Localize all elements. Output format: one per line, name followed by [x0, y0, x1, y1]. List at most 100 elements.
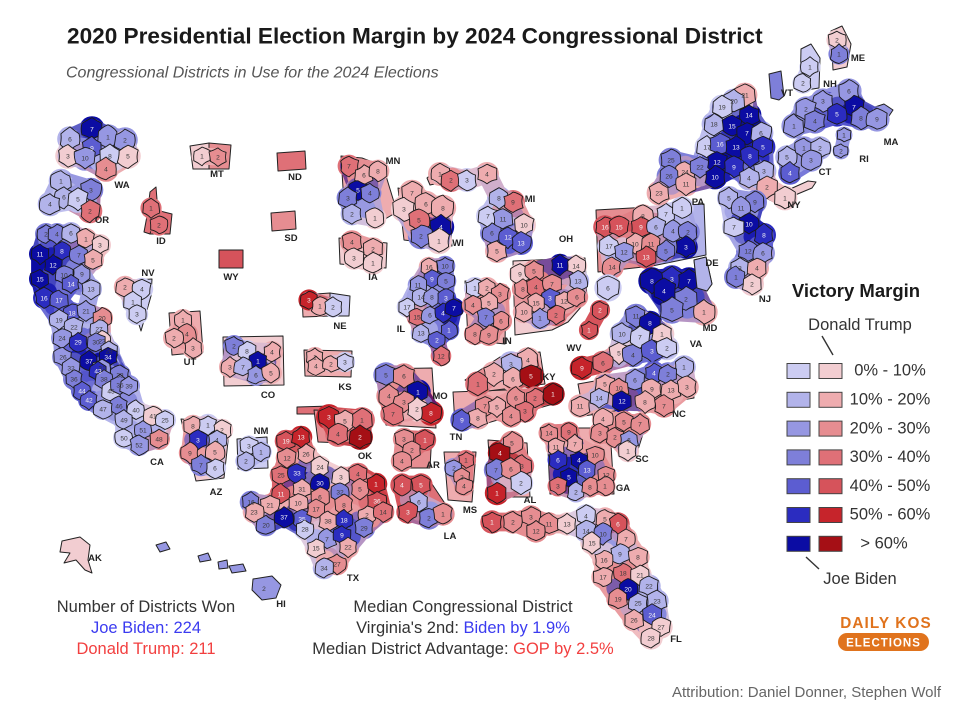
- svg-text:8: 8: [441, 205, 445, 212]
- svg-text:2: 2: [449, 177, 453, 184]
- svg-text:10: 10: [711, 174, 719, 181]
- svg-text:7: 7: [90, 126, 94, 133]
- svg-text:17: 17: [703, 144, 711, 151]
- svg-text:MI: MI: [525, 194, 536, 205]
- svg-text:1: 1: [106, 134, 110, 141]
- svg-text:1: 1: [200, 153, 204, 160]
- svg-text:NV: NV: [141, 268, 155, 279]
- svg-text:14: 14: [417, 294, 425, 301]
- svg-text:LA: LA: [444, 531, 457, 542]
- svg-text:4: 4: [215, 437, 219, 444]
- svg-text:31: 31: [298, 486, 306, 493]
- svg-text:3: 3: [406, 509, 410, 516]
- svg-text:37: 37: [85, 358, 93, 365]
- svg-text:7: 7: [573, 441, 577, 448]
- svg-text:9: 9: [188, 450, 192, 457]
- svg-text:29: 29: [360, 525, 368, 532]
- svg-text:30: 30: [92, 339, 100, 346]
- svg-text:1: 1: [587, 327, 591, 334]
- svg-text:9: 9: [580, 365, 584, 372]
- svg-text:1: 1: [256, 358, 260, 365]
- svg-text:7: 7: [486, 213, 490, 220]
- svg-text:4: 4: [662, 288, 666, 295]
- svg-text:SC: SC: [635, 454, 648, 465]
- svg-text:2: 2: [220, 427, 224, 434]
- svg-text:6: 6: [402, 373, 406, 380]
- svg-text:19: 19: [55, 317, 63, 324]
- svg-text:NE: NE: [333, 321, 346, 332]
- svg-text:14: 14: [608, 264, 616, 271]
- svg-text:2: 2: [485, 285, 489, 292]
- svg-text:12: 12: [618, 398, 626, 405]
- svg-text:9: 9: [567, 429, 571, 436]
- svg-text:9: 9: [753, 199, 757, 206]
- svg-text:1: 1: [84, 236, 88, 243]
- svg-text:4: 4: [755, 265, 759, 272]
- svg-text:4: 4: [314, 363, 318, 370]
- svg-text:8: 8: [430, 294, 434, 301]
- svg-text:2: 2: [666, 371, 670, 378]
- svg-text:47: 47: [99, 406, 107, 413]
- svg-text:3: 3: [228, 364, 232, 371]
- svg-text:3: 3: [685, 384, 689, 391]
- svg-text:2: 2: [123, 137, 127, 144]
- svg-text:38: 38: [324, 518, 332, 525]
- svg-text:2: 2: [371, 246, 375, 253]
- svg-text:MD: MD: [703, 323, 718, 334]
- svg-text:4: 4: [48, 201, 52, 208]
- svg-text:13: 13: [583, 467, 591, 474]
- svg-text:34: 34: [320, 565, 328, 572]
- svg-text:4: 4: [400, 458, 404, 465]
- svg-text:15: 15: [36, 276, 44, 283]
- svg-text:15: 15: [312, 545, 320, 552]
- svg-text:4: 4: [498, 450, 502, 457]
- svg-text:2: 2: [519, 480, 523, 487]
- svg-text:5: 5: [529, 373, 533, 380]
- svg-text:3: 3: [89, 187, 93, 194]
- svg-text:OH: OH: [559, 234, 573, 245]
- svg-text:8: 8: [636, 554, 640, 561]
- svg-text:5: 5: [76, 196, 80, 203]
- svg-text:9: 9: [487, 332, 491, 339]
- svg-text:9: 9: [639, 224, 643, 231]
- svg-text:11: 11: [683, 181, 690, 188]
- svg-text:12: 12: [602, 472, 610, 479]
- svg-text:8: 8: [245, 348, 249, 355]
- svg-text:7: 7: [410, 190, 414, 197]
- svg-text:WV: WV: [566, 343, 582, 354]
- svg-text:2: 2: [350, 211, 354, 218]
- svg-text:1: 1: [802, 145, 806, 152]
- svg-text:5: 5: [91, 257, 95, 264]
- svg-text:5: 5: [419, 482, 423, 489]
- svg-text:11: 11: [553, 444, 560, 451]
- svg-text:18: 18: [710, 121, 718, 128]
- svg-text:4: 4: [462, 483, 466, 490]
- svg-text:7: 7: [550, 281, 554, 288]
- svg-text:20% - 30%: 20% - 30%: [850, 419, 931, 437]
- svg-text:28: 28: [647, 635, 655, 642]
- svg-text:3: 3: [339, 474, 343, 481]
- svg-text:27: 27: [657, 624, 665, 631]
- svg-text:6: 6: [318, 494, 322, 501]
- svg-text:1: 1: [538, 315, 542, 322]
- svg-text:13: 13: [297, 434, 305, 441]
- svg-text:2: 2: [172, 335, 176, 342]
- svg-text:18: 18: [619, 570, 627, 577]
- svg-text:24: 24: [648, 612, 656, 619]
- svg-text:10: 10: [60, 272, 68, 279]
- svg-text:1: 1: [626, 448, 630, 455]
- svg-text:5: 5: [495, 248, 499, 255]
- svg-text:23: 23: [98, 338, 106, 345]
- svg-text:7: 7: [638, 421, 642, 428]
- svg-text:CO: CO: [261, 390, 275, 401]
- svg-text:1: 1: [259, 449, 263, 456]
- svg-text:2: 2: [511, 519, 515, 526]
- svg-text:33: 33: [293, 470, 301, 477]
- svg-text:6: 6: [627, 437, 631, 444]
- svg-text:2: 2: [365, 512, 369, 519]
- svg-text:1: 1: [490, 519, 494, 526]
- svg-text:8: 8: [648, 320, 652, 327]
- svg-text:3: 3: [402, 206, 406, 213]
- svg-text:6: 6: [654, 224, 658, 231]
- svg-text:6: 6: [509, 466, 513, 473]
